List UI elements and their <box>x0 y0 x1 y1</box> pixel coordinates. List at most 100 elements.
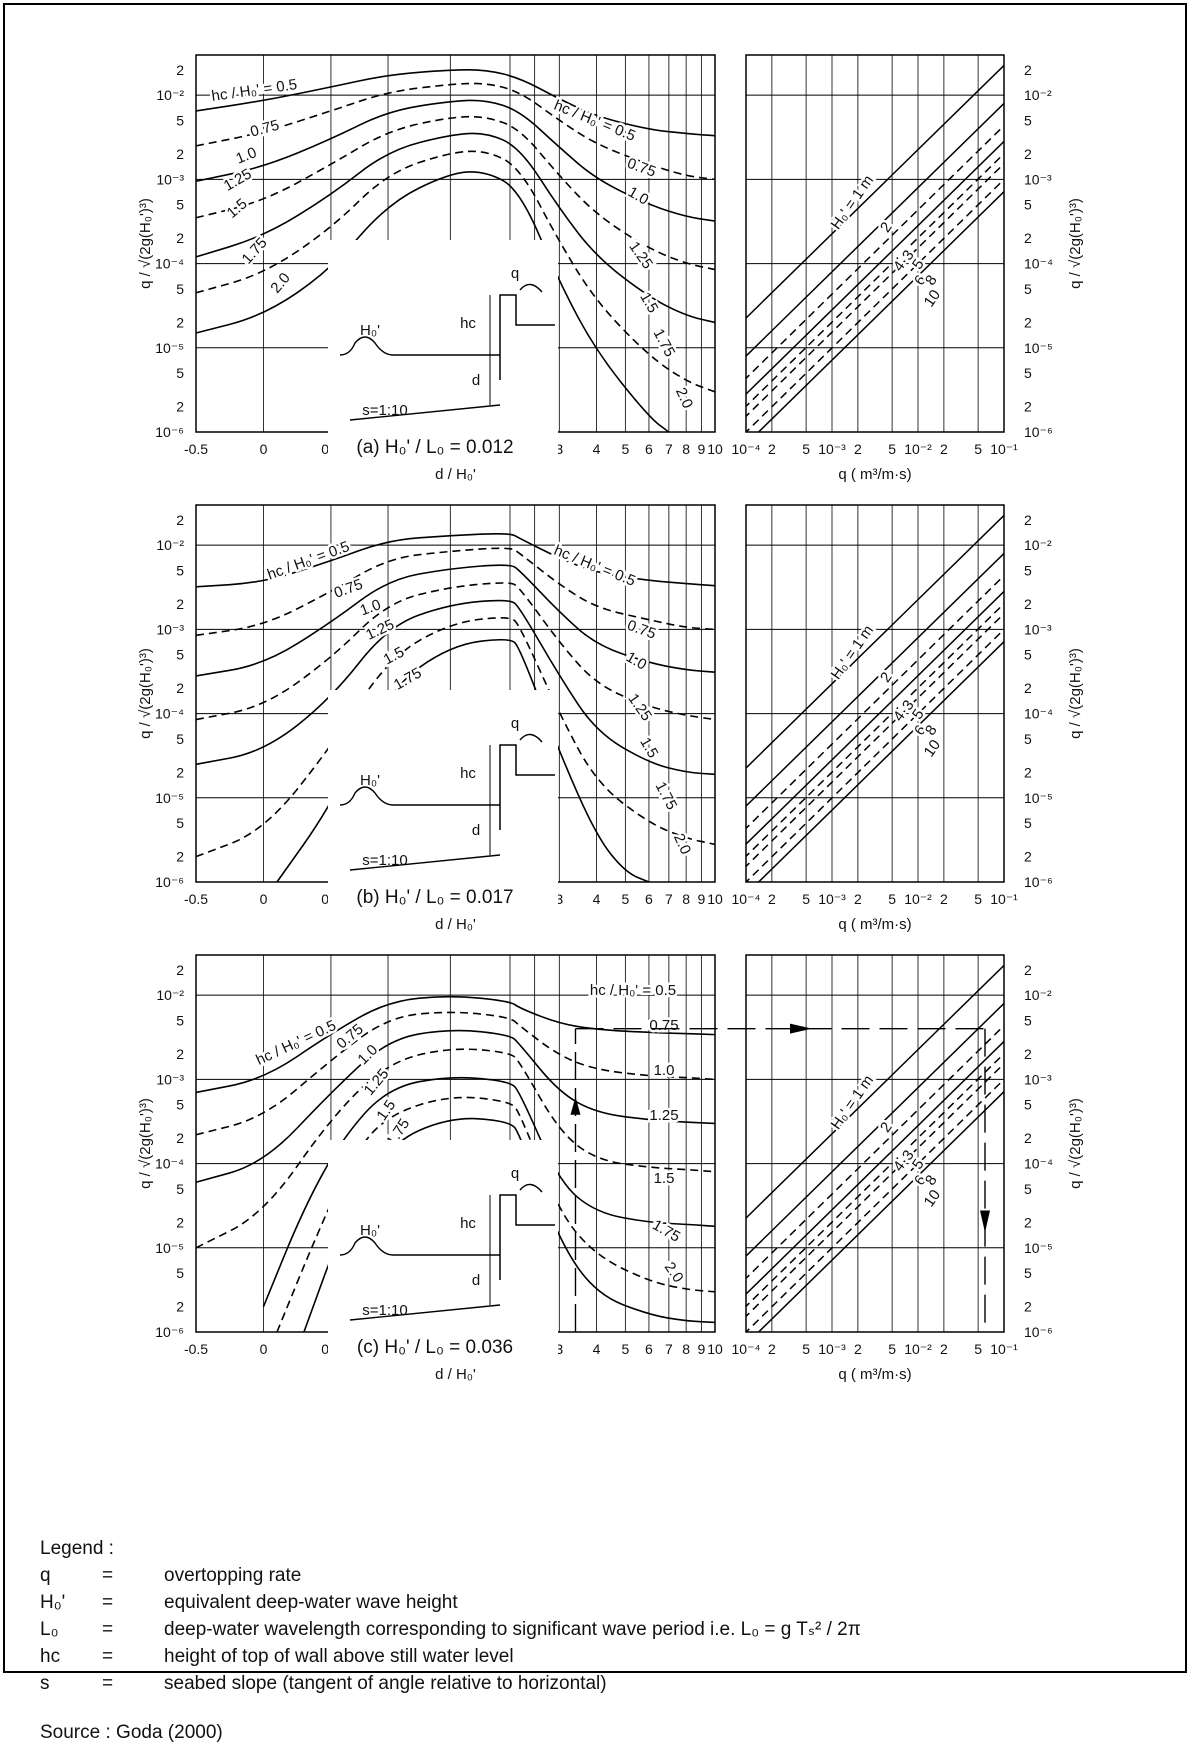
y-tick-label: 5 <box>176 815 184 831</box>
inset-label-slope: s=1:10 <box>362 1302 407 1319</box>
x-tick-label: 10⁻¹ <box>990 1341 1018 1357</box>
curve-label: 1.75 <box>649 1216 683 1245</box>
x-tick-label: -0.5 <box>184 1341 208 1357</box>
y-tick-label: 10⁻⁴ <box>155 1156 184 1172</box>
x-tick-label: 5 <box>974 441 982 457</box>
x-tick-label: 10⁻⁴ <box>732 441 761 457</box>
panel-a: hc / H₀' = 0.5 hc / H₀' = 0.5 0.75 0.75 1.0 1… <box>137 54 723 483</box>
inset-label-slope: s=1:10 <box>362 402 407 419</box>
y-tick-label: 10⁻⁴ <box>1024 1156 1053 1172</box>
y-tick-label: 5 <box>1024 365 1032 381</box>
x-tick-label: 3 <box>555 441 563 457</box>
overtopping-chart: hc / H₀' = 0.5 hc / H₀' = 0.5 0.75 0.75 1.0 1… <box>137 54 1084 1383</box>
y-tick-label: 10⁻³ <box>156 1071 184 1087</box>
h0-line-1m <box>746 514 1004 770</box>
curve-hc-1_25 <box>195 582 716 721</box>
y-tick-label: 2 <box>176 1130 184 1146</box>
h0-line-4 <box>746 1040 1004 1296</box>
curve-label-right: hc / H₀' = 0.5 <box>552 542 638 590</box>
y-axis-title: q / √(2g(H₀')³) <box>1067 198 1084 289</box>
x-tick-label: 10 <box>707 441 723 457</box>
x-tick-label: 3 <box>555 1341 563 1357</box>
legend-equals: = <box>102 1592 114 1613</box>
y-tick-label: 2 <box>176 314 184 330</box>
curve-label: 1.5 <box>224 195 251 221</box>
x-tick-label: 6 <box>645 1341 653 1357</box>
x-tick-label: 10⁻¹ <box>990 891 1018 907</box>
x-tick-label: 8 <box>682 1341 690 1357</box>
y-tick-label: 2 <box>1024 680 1032 696</box>
y-tick-label: 10⁻⁶ <box>1024 874 1053 890</box>
x-axis-title: d / H₀' <box>435 916 476 933</box>
h0-line-4 <box>746 140 1004 396</box>
y-tick-label: 5 <box>176 731 184 747</box>
y-tick-label: 5 <box>1024 1265 1032 1281</box>
example-arrow-down <box>980 1210 990 1233</box>
y-tick-label: 10⁻⁴ <box>155 256 184 272</box>
curve-label: 1.75 <box>239 234 271 267</box>
x-tick-label: 10⁻¹ <box>990 441 1018 457</box>
water-surface <box>339 786 500 806</box>
water-surface <box>339 1236 500 1256</box>
y-tick-label: 10⁻² <box>1024 87 1052 103</box>
x-tick-label: 10⁻² <box>904 891 932 907</box>
y-tick-label: 10⁻⁴ <box>1024 256 1053 272</box>
y-axis-title: q / √(2g(H₀')³) <box>1067 1098 1084 1189</box>
x-tick-label: 2 <box>854 891 862 907</box>
legend-title: Legend : <box>40 1538 114 1559</box>
x-tick-label: 5 <box>802 441 810 457</box>
y-tick-label: 5 <box>176 647 184 663</box>
h0-line-6 <box>746 613 1004 868</box>
curve-label: 1.75 <box>652 779 681 813</box>
curve-label: 2.0 <box>661 1259 687 1286</box>
panel-caption: (c) H₀' / L₀ = 0.036 <box>357 1337 513 1358</box>
h0-line-label: H₀' = 1 m <box>828 1072 878 1133</box>
seabed-line <box>349 1304 501 1321</box>
y-tick-label: 2 <box>1024 1130 1032 1146</box>
y-axis-title: q / √(2g(H₀')³) <box>137 648 154 739</box>
y-axis-title: q / √(2g(H₀')³) <box>137 198 154 289</box>
curve-label: 0.75 <box>332 576 365 602</box>
curve-hc-1_75 <box>195 150 716 393</box>
y-tick-label: 5 <box>176 1181 184 1197</box>
y-tick-label: 2 <box>1024 962 1032 978</box>
x-tick-label: 10⁻³ <box>818 441 846 457</box>
y-tick-label: 10⁻⁴ <box>1024 706 1053 722</box>
inset-label-slope: s=1:10 <box>362 852 407 869</box>
y-tick-label: 2 <box>1024 62 1032 78</box>
legend-equals: = <box>102 1565 114 1586</box>
x-tick-label: 4 <box>593 1341 601 1357</box>
worked-example <box>570 1023 990 1332</box>
y-tick-label: 2 <box>1024 399 1032 415</box>
h0-line-label: 2 <box>877 219 896 236</box>
y-tick-label: 5 <box>1024 281 1032 297</box>
water-surface <box>339 336 500 356</box>
x-tick-label: 4 <box>593 891 601 907</box>
legend: Legend : q = overtopping rate H₀' = equi… <box>40 1535 861 1746</box>
h0-line-3 <box>746 1025 1004 1280</box>
h0-line-label: 2 <box>877 1119 896 1136</box>
h0-line-3 <box>746 125 1004 380</box>
figure-frame <box>3 3 1187 1673</box>
curve-label: 0.75 <box>625 617 658 643</box>
seawall-outline <box>499 294 555 380</box>
y-tick-label: 2 <box>176 764 184 780</box>
x-tick-label: 8 <box>682 891 690 907</box>
curve-label: 1.0 <box>233 144 259 168</box>
plot-frame <box>745 54 1005 433</box>
curve-hc-1_5 <box>262 1076 716 1307</box>
x-tick-label: 2 <box>940 441 948 457</box>
curve-label: 1.25 <box>624 691 655 725</box>
y-tick-label: 10⁻⁵ <box>155 1240 184 1256</box>
x-tick-label: 2 <box>940 891 948 907</box>
y-tick-label: 2 <box>176 399 184 415</box>
y-tick-label: 5 <box>1024 815 1032 831</box>
x-tick-label: 2 <box>854 441 862 457</box>
y-tick-label: 10⁻⁴ <box>155 706 184 722</box>
y-tick-label: 10⁻⁶ <box>1024 424 1053 440</box>
y-tick-label: 5 <box>176 365 184 381</box>
curve-label: 1.75 <box>650 326 679 360</box>
curve-label: 0.75 <box>249 117 282 141</box>
x-tick-label: 5 <box>621 891 629 907</box>
